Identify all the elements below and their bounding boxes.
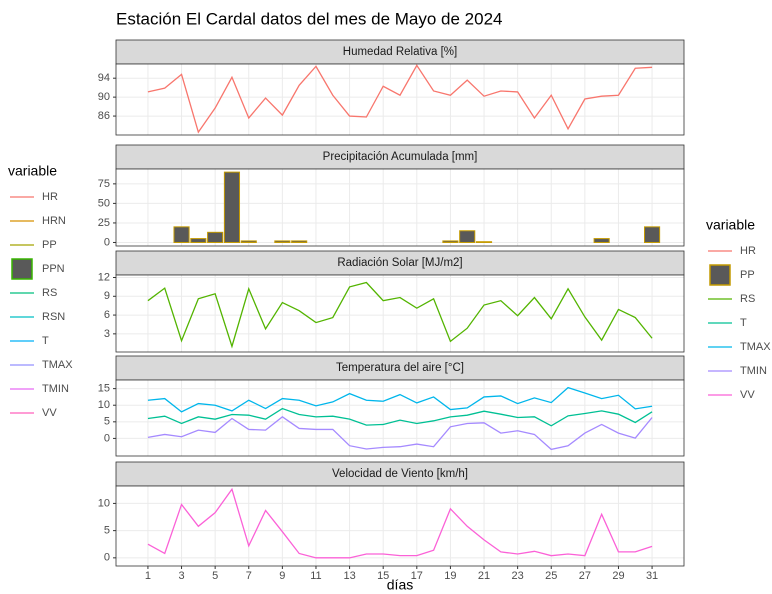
bar [240,240,257,243]
panel-border [115,379,685,457]
legend-title: variable [706,217,755,233]
x-tick-label: 7 [246,570,252,582]
y-tick-label: 9 [104,290,110,302]
legend-label: RS [42,287,57,299]
bar [593,238,610,243]
legend-label: TMAX [740,341,771,353]
x-tick-label: 21 [478,570,490,582]
y-tick-label: 3 [104,328,110,340]
x-axis-title: días [387,577,413,593]
x-tick-label: 19 [444,570,456,582]
legend-label: T [42,335,49,347]
panel-border [115,274,685,353]
bar [442,240,459,243]
legend-label: T [740,317,747,329]
chart-title: Estación El Cardal datos del mes de Mayo… [116,9,503,28]
line [147,64,653,134]
legend-label: HR [740,245,756,257]
bar [274,240,291,243]
y-tick-label: 90 [98,91,110,103]
x-tick-label: 27 [579,570,591,582]
legend-label: HR [42,191,58,203]
y-tick-label: 0 [104,432,110,444]
legend-label: TMIN [740,365,767,377]
x-tick-label: 9 [279,570,285,582]
legend-label: VV [42,407,57,419]
y-tick-label: 6 [104,309,110,321]
bar [223,171,241,243]
bar [190,238,207,243]
panel [116,275,684,352]
panel [116,169,684,246]
legend-label: TMAX [42,359,73,371]
strip-label: Velocidad de Viento [km/h] [332,468,468,480]
strip [115,461,685,487]
y-tick-label: 75 [98,178,110,190]
y-tick-label: 10 [98,497,110,509]
bar [207,231,224,243]
strip [115,355,685,381]
legend-label: TMIN [42,383,69,395]
y-tick-label: 5 [104,525,110,537]
legend-label: PPN [42,263,65,275]
strip-label: Radiación Solar [MJ/m2] [337,257,462,269]
x-tick-label: 25 [545,570,557,582]
strip [115,144,685,170]
legend-label: PP [42,239,57,251]
y-tick-label: 10 [98,399,110,411]
panel [116,380,684,456]
strip [115,39,685,65]
x-tick-label: 5 [212,570,218,582]
y-tick-label: 50 [98,197,110,209]
strip-label: Humedad Relativa [%] [343,46,457,58]
legend-label: VV [740,389,755,401]
line [147,407,653,427]
y-tick-label: 0 [104,236,110,248]
x-tick-label: 3 [178,570,184,582]
x-tick-label: 31 [646,570,658,582]
x-tick-label: 13 [343,570,355,582]
line [147,416,653,451]
legend-label: RS [740,293,755,305]
y-tick-label: 5 [104,416,110,428]
y-tick-label: 12 [98,271,110,283]
x-tick-label: 23 [512,570,524,582]
line [147,487,653,559]
bar [475,241,493,243]
strip-label: Precipitación Acumulada [mm] [323,151,478,163]
y-tick-label: 86 [98,110,110,122]
strip-label: Temperatura del aire [°C] [336,362,464,374]
legend-title: variable [8,163,57,179]
legend-label: RSN [42,311,65,323]
bar [459,230,476,243]
bar [644,226,661,243]
legend-label: PP [740,269,755,281]
x-tick-label: 29 [612,570,624,582]
panel-border [115,168,685,247]
x-tick-label: 11 [310,570,321,582]
y-tick-label: 0 [104,552,110,564]
legend-key [709,264,731,286]
x-tick-label: 17 [411,570,423,582]
y-tick-label: 15 [98,383,110,395]
legend-label: HRN [42,215,66,227]
x-tick-label: 1 [145,570,151,582]
line [147,281,653,349]
panel [116,486,684,566]
legend-key [11,258,33,280]
line [147,386,653,413]
strip [115,250,685,276]
panel [116,64,684,135]
y-tick-label: 25 [98,217,110,229]
x-tick-label: 15 [377,570,389,582]
y-tick-label: 94 [98,72,110,84]
bar [173,226,190,243]
panel-border [115,63,685,136]
panel-border [115,485,685,567]
bar [291,240,308,243]
